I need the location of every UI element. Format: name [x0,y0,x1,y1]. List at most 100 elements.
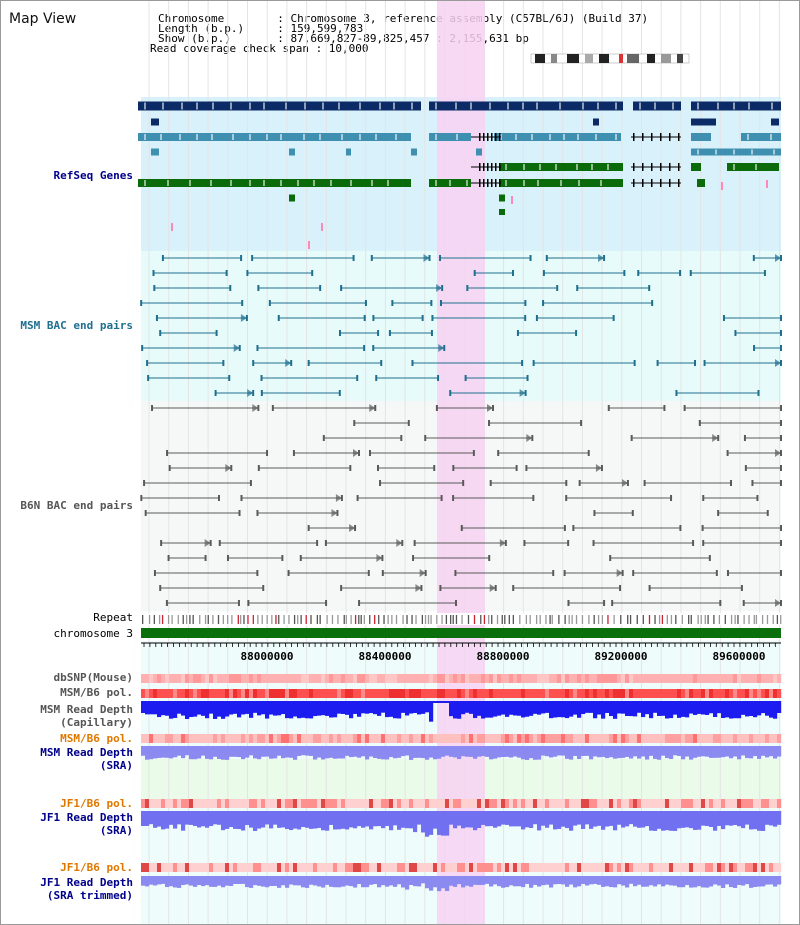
repeat-feature[interactable] [743,615,745,624]
bac-end-feature[interactable] [683,405,686,411]
chromosome-ideogram[interactable] [530,53,690,64]
bac-end-feature[interactable] [545,255,548,261]
bac-end-feature[interactable] [226,555,229,561]
repeat-feature[interactable] [734,615,736,624]
repeat-feature[interactable] [675,615,677,624]
bac-end-feature[interactable] [252,360,255,366]
bac-end-feature[interactable] [529,255,532,261]
bac-end-feature[interactable] [140,300,143,306]
repeat-feature[interactable] [449,615,452,624]
bac-end-feature[interactable] [352,449,359,457]
repeat-feature[interactable] [697,615,699,624]
gene-feature[interactable] [138,179,411,187]
bac-end-feature[interactable] [380,360,383,366]
gene-feature[interactable] [499,163,623,171]
bac-end-feature[interactable] [204,555,207,561]
bac-end-feature[interactable] [454,570,457,576]
repeat-feature[interactable] [257,615,259,624]
bac-end-feature[interactable] [260,375,263,381]
bac-end-feature[interactable] [152,270,155,276]
bac-end-feature[interactable] [595,464,602,472]
bac-end-feature[interactable] [497,450,500,456]
bac-end-feature[interactable] [576,285,579,291]
bac-end-feature[interactable] [757,390,760,396]
bac-end-feature[interactable] [217,495,220,501]
repeat-feature[interactable] [343,615,345,624]
bac-end-feature[interactable] [352,255,355,261]
bac-end-feature[interactable] [435,405,438,411]
repeat-feature[interactable] [369,615,371,624]
bac-end-feature[interactable] [717,510,720,516]
bac-end-feature[interactable] [407,420,410,426]
bac-end-feature[interactable] [376,554,383,562]
bac-end-feature[interactable] [159,330,162,336]
repeat-feature[interactable] [297,615,299,624]
bac-end-feature[interactable] [268,300,271,306]
bac-end-feature[interactable] [413,540,416,546]
msm-read-depth-capillary[interactable] [141,701,782,722]
bac-end-feature[interactable] [277,315,280,321]
repeat-feature[interactable] [395,615,398,624]
bac-end-feature[interactable] [364,300,367,306]
gene-feature[interactable] [289,148,295,156]
repeat-feature[interactable] [185,615,188,624]
repeat-feature[interactable] [383,615,385,624]
bac-end-feature[interactable] [251,255,254,261]
bac-end-feature[interactable] [675,390,678,396]
repeat-feature[interactable] [661,615,664,624]
repeat-feature[interactable] [558,615,560,624]
repeat-feature[interactable] [266,615,268,624]
msm-bac-label[interactable]: MSM BAC end pairs [20,319,133,332]
bac-end-feature[interactable] [643,480,646,486]
bac-end-feature[interactable] [311,270,314,276]
dbsnp-heatmap[interactable] [141,674,782,683]
bac-end-feature[interactable] [379,480,382,486]
bac-end-feature[interactable] [780,345,782,351]
bac-end-feature[interactable] [656,360,659,366]
bac-end-feature[interactable] [331,509,338,517]
bac-end-feature[interactable] [523,540,526,546]
bac-end-feature[interactable] [519,389,526,397]
repeat-feature[interactable] [496,615,499,624]
bac-end-feature[interactable] [256,570,259,576]
bac-end-feature[interactable] [356,495,359,501]
bac-end-feature[interactable] [730,480,733,486]
bac-end-feature[interactable] [621,479,628,487]
bac-end-feature[interactable] [715,570,718,576]
bac-end-feature[interactable] [744,465,747,471]
repeat-feature[interactable] [374,615,376,624]
repeat-feature[interactable] [271,615,273,624]
bac-end-feature[interactable] [247,389,254,397]
repeat-feature[interactable] [461,615,463,624]
gene-feature[interactable] [138,101,421,111]
bac-end-feature[interactable] [249,480,252,486]
bac-end-feature[interactable] [763,270,766,276]
bac-end-feature[interactable] [215,330,218,336]
bac-end-feature[interactable] [623,270,626,276]
bac-end-feature[interactable] [775,254,781,262]
bac-end-feature[interactable] [780,315,782,321]
bac-end-feature[interactable] [698,420,701,426]
bac-end-feature[interactable] [452,465,455,471]
msm-b6-pol-heatmap[interactable] [141,689,782,698]
bac-end-feature[interactable] [161,255,164,261]
bac-end-feature[interactable] [454,600,457,606]
bac-end-feature[interactable] [246,270,249,276]
repeat-feature[interactable] [142,615,144,624]
gene-feature[interactable] [766,180,768,188]
bac-end-feature[interactable] [225,270,228,276]
bac-end-feature[interactable] [552,570,555,576]
bac-end-feature[interactable] [240,255,243,261]
bac-end-feature[interactable] [257,285,260,291]
bac-end-feature[interactable] [338,390,341,396]
bac-end-feature[interactable] [412,555,415,561]
repeat-feature[interactable] [319,615,321,624]
bac-end-feature[interactable] [396,539,403,547]
repeat-feature[interactable] [247,615,249,624]
bac-end-feature[interactable] [542,270,545,276]
bac-end-feature[interactable] [433,465,436,471]
repeat-feature[interactable] [430,615,432,624]
repeat-feature[interactable] [331,615,334,624]
repeat-feature[interactable] [231,615,233,624]
